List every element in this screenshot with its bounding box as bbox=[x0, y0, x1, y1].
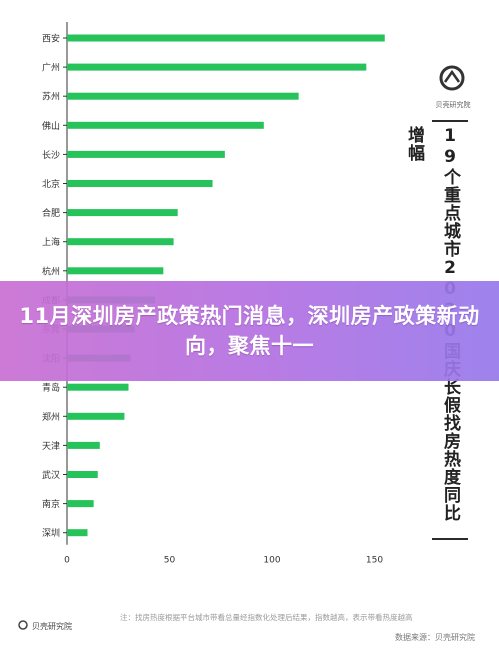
x-tick-label: 150 bbox=[366, 556, 383, 566]
y-tick-label: 西安 bbox=[42, 33, 60, 45]
y-tick-label: 天津 bbox=[42, 441, 60, 452]
y-tick-label: 北京 bbox=[42, 178, 60, 190]
bar bbox=[67, 383, 129, 391]
y-tick-label: 苏州 bbox=[42, 91, 60, 103]
headline-title: 11月深圳房产政策热门消息，深圳房产政策新动向，聚焦十一 bbox=[19, 304, 480, 358]
bar bbox=[67, 209, 178, 217]
x-tick-label: 50 bbox=[164, 556, 176, 566]
bar bbox=[67, 471, 98, 478]
brand-logo-icon bbox=[430, 62, 474, 102]
bar bbox=[67, 34, 385, 42]
y-tick-label: 深圳 bbox=[42, 528, 60, 539]
bar bbox=[67, 412, 125, 420]
bar bbox=[67, 150, 225, 158]
chart-source: 数据来源：贝壳研究院 bbox=[395, 633, 475, 642]
x-tick-label: 0 bbox=[64, 556, 70, 566]
x-tick-label: 100 bbox=[263, 556, 280, 566]
chart-note: 注：找房热度根据平台城市带看总量经指数化处理后结果，指数越高，表示带看热度越高 bbox=[120, 613, 413, 622]
brand-mark-icon bbox=[18, 620, 28, 632]
y-tick-label: 佛山 bbox=[42, 120, 60, 132]
bar bbox=[67, 180, 213, 187]
y-tick-label: 南京 bbox=[42, 498, 60, 510]
y-tick-label: 武汉 bbox=[42, 469, 60, 481]
bar bbox=[67, 529, 88, 537]
headline-banner: 11月深圳房产政策热门消息，深圳房产政策新动向，聚焦十一 bbox=[0, 281, 499, 381]
bar bbox=[67, 267, 164, 275]
y-tick-label: 合肥 bbox=[42, 207, 60, 219]
y-tick-label: 青岛 bbox=[42, 382, 60, 394]
y-tick-label: 杭州 bbox=[42, 265, 60, 277]
bar bbox=[67, 121, 264, 129]
y-tick-label: 广州 bbox=[42, 62, 60, 74]
bar bbox=[67, 500, 94, 508]
bar bbox=[67, 92, 299, 100]
footer-logo-text: 贝壳研究院 bbox=[32, 621, 72, 631]
bar bbox=[67, 238, 174, 246]
bar bbox=[67, 63, 367, 71]
brand-logo-text: 贝壳研究院 bbox=[435, 101, 471, 109]
y-tick-label: 郑州 bbox=[42, 411, 60, 423]
y-tick-label: 长沙 bbox=[42, 149, 60, 161]
bar bbox=[67, 441, 100, 449]
y-tick-label: 上海 bbox=[42, 236, 60, 248]
footer-logo: 贝壳研究院 bbox=[18, 620, 72, 632]
